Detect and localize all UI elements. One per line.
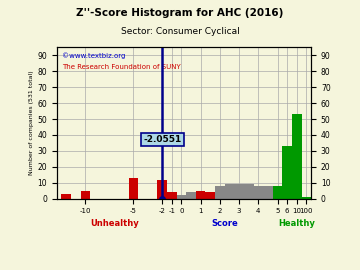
Y-axis label: Number of companies (531 total): Number of companies (531 total) bbox=[30, 71, 35, 175]
Bar bbox=[263, 186, 273, 199]
Text: Healthy: Healthy bbox=[278, 219, 315, 228]
Bar bbox=[177, 195, 186, 199]
Bar bbox=[62, 194, 71, 199]
Bar bbox=[234, 184, 244, 199]
Bar bbox=[282, 146, 292, 199]
Bar bbox=[215, 186, 225, 199]
Bar bbox=[186, 192, 196, 199]
Bar bbox=[253, 186, 263, 199]
Text: Z''-Score Histogram for AHC (2016): Z''-Score Histogram for AHC (2016) bbox=[76, 8, 284, 18]
Text: -2.0551: -2.0551 bbox=[143, 135, 181, 144]
Bar bbox=[167, 192, 177, 199]
Bar bbox=[302, 197, 311, 199]
Bar bbox=[81, 191, 90, 199]
Bar bbox=[157, 180, 167, 199]
Bar bbox=[206, 192, 215, 199]
Text: Sector: Consumer Cyclical: Sector: Consumer Cyclical bbox=[121, 27, 239, 36]
Bar bbox=[129, 178, 138, 199]
Bar bbox=[196, 191, 206, 199]
Bar bbox=[244, 184, 253, 199]
Bar bbox=[273, 186, 282, 199]
Bar bbox=[292, 114, 302, 199]
Text: Unhealthy: Unhealthy bbox=[90, 219, 139, 228]
Bar bbox=[225, 184, 234, 199]
Text: Score: Score bbox=[211, 219, 238, 228]
Text: The Research Foundation of SUNY: The Research Foundation of SUNY bbox=[62, 64, 180, 70]
Text: ©www.textbiz.org: ©www.textbiz.org bbox=[62, 52, 125, 59]
